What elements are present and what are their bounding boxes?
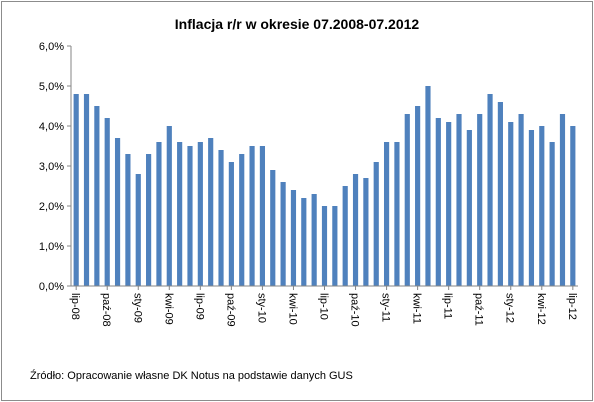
bar-lut-12 [518, 114, 524, 286]
bar-sty-10 [259, 146, 266, 286]
bar-maj-09 [177, 142, 183, 286]
x-tick-label: kwi-09 [162, 293, 174, 325]
bar-sie-08 [83, 94, 90, 286]
y-tick-label: 1,0% [39, 241, 64, 253]
bar-lis-11 [487, 94, 493, 286]
x-tick-label: kwi-10 [286, 293, 298, 325]
bar-kwi-10 [290, 190, 297, 286]
bar-kwi-11 [415, 106, 421, 286]
x-tick-label: sty-09 [131, 293, 143, 323]
x-tick-label: sty-11 [380, 293, 392, 322]
bar-mar-12 [528, 130, 535, 286]
bar-sie-10 [332, 206, 338, 286]
y-axis: 0,0% 1,0% 2,0% 3,0% 4,0% 5,0% 6,0% [39, 41, 72, 293]
bar-lis-09 [239, 154, 245, 286]
x-axis: lip-08 paź-08 sty-09 kwi-09 lip-09 paź-09 sty-… [69, 285, 578, 327]
x-tick-label: paź-09 [224, 293, 236, 327]
x-tick-label: lip-08 [69, 293, 81, 320]
bar-cze-11 [435, 118, 441, 286]
bar-lis-10 [363, 178, 369, 286]
bar-lip-08 [73, 94, 79, 286]
x-tick-label: kwi-12 [535, 293, 547, 325]
bar-sty-11 [383, 142, 390, 286]
chart-title: Inflacja r/r w okresie 07.2008-07.2012 [174, 16, 420, 32]
x-tick-label: kwi-11 [411, 293, 423, 324]
source-note: Źródło: Opracowanie własne DK Notus na p… [30, 370, 353, 382]
bar-cze-10 [311, 194, 317, 286]
bar-wrz-08 [94, 106, 100, 286]
bar-gru-09 [249, 146, 255, 286]
bar-gru-08 [125, 154, 131, 286]
bar-kwi-12 [539, 126, 545, 286]
y-tick-label: 0,0% [39, 281, 64, 293]
x-tick-label: lip-10 [318, 293, 330, 320]
x-tick-label: sty-10 [255, 293, 267, 323]
bar-mar-10 [280, 182, 286, 286]
bar-maj-10 [301, 198, 307, 286]
bar-lip-11 [446, 122, 452, 286]
y-tick-label: 2,0% [39, 201, 64, 213]
bar-paź-09 [228, 162, 234, 286]
bar-paź-11 [477, 114, 483, 286]
bar-cze-09 [187, 146, 193, 286]
y-tick-label: 5,0% [39, 81, 64, 93]
bar-cze-12 [559, 114, 566, 286]
bar-gru-11 [497, 102, 503, 286]
x-tick-label: lip-11 [442, 293, 454, 319]
bar-sty-09 [135, 174, 141, 286]
bars [73, 86, 576, 286]
bar-paź-08 [104, 118, 110, 286]
bar-sty-12 [508, 122, 514, 286]
bar-wrz-11 [466, 130, 472, 286]
bar-kwi-09 [166, 126, 172, 286]
bar-lip-09 [197, 142, 203, 286]
bar-lip-12 [570, 126, 576, 286]
x-tick-label: paź-11 [473, 293, 485, 326]
bar-wrz-10 [342, 186, 348, 286]
bar-maj-11 [425, 86, 431, 286]
bar-lut-10 [270, 170, 276, 286]
bar-lut-09 [146, 154, 152, 286]
x-tick-label: sty-12 [504, 293, 516, 323]
x-tick-label: paź-10 [349, 293, 361, 327]
bar-mar-09 [156, 142, 162, 286]
x-tick-label: lip-12 [566, 293, 578, 320]
x-tick-label: lip-09 [193, 293, 205, 320]
y-tick-label: 6,0% [39, 41, 64, 53]
y-tick-label: 4,0% [39, 121, 64, 133]
bar-lut-11 [394, 142, 400, 286]
bar-mar-11 [404, 114, 410, 286]
bar-lis-08 [114, 138, 121, 286]
bar-gru-10 [373, 162, 379, 286]
bar-lip-10 [321, 206, 328, 286]
bar-sie-09 [208, 138, 214, 286]
bar-maj-12 [549, 142, 555, 286]
bar-wrz-09 [218, 150, 224, 286]
bar-sie-11 [456, 114, 462, 286]
y-tick-label: 3,0% [39, 161, 64, 173]
x-tick-label: paź-08 [100, 293, 112, 327]
bar-paź-10 [352, 174, 359, 286]
